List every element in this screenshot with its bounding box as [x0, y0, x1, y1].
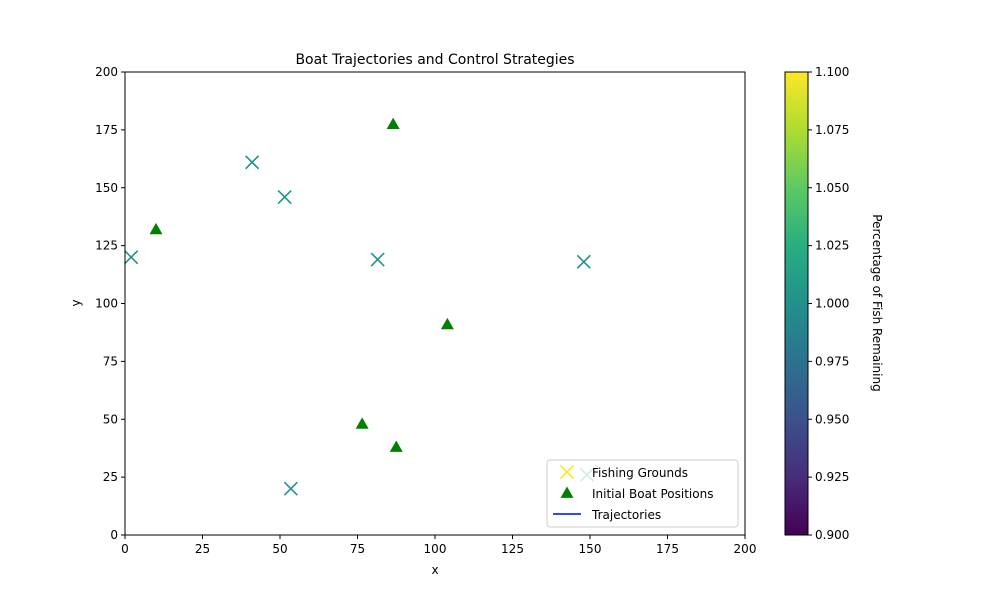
colorbar: 0.900 0.925 0.950 0.975 1.000 1.025 1.050 1.075… [784, 65, 884, 542]
legend-marker-triangle-icon [560, 486, 574, 498]
boat-position-point [149, 222, 163, 235]
legend-marker-x-icon [559, 464, 575, 480]
x-tick-label: 150 [579, 542, 602, 556]
fishing-ground-point [370, 252, 385, 267]
y-tick-label: 25 [103, 470, 118, 484]
fishing-ground-point [576, 254, 591, 269]
y-axis-label: y [69, 299, 83, 306]
colorbar-tick-label: 1.100 [815, 65, 849, 79]
y-tick-label: 100 [95, 297, 118, 311]
legend-entry-trajectories: Trajectories [553, 508, 661, 522]
legend-label-fishing-grounds: Fishing Grounds [592, 466, 688, 480]
legend-label-initial-boat-positions: Initial Boat Positions [592, 487, 713, 501]
legend: Fishing Grounds Initial Boat Positions T… [546, 459, 739, 528]
x-tick-label: 200 [734, 542, 757, 556]
y-tick-label: 125 [95, 239, 118, 253]
colorbar-ticks: 0.900 0.925 0.950 0.975 1.000 1.025 1.050 1.075… [808, 65, 849, 542]
fishing-ground-point [283, 481, 298, 496]
y-tick-label: 0 [110, 528, 118, 542]
colorbar-tick-label: 0.975 [815, 354, 849, 368]
legend-entry-fishing-grounds: Fishing Grounds [559, 464, 688, 480]
fishing-ground-point [124, 250, 139, 265]
fishing-ground-point [277, 189, 292, 205]
legend-x-shape [559, 464, 575, 480]
x-tick-label: 125 [501, 542, 524, 556]
y-axis-ticks: 0 25 50 75 100 125 150 175 200 [95, 65, 125, 542]
colorbar-tick-label: 0.900 [815, 528, 849, 542]
y-tick-label: 175 [95, 123, 118, 137]
plot-area [124, 117, 594, 496]
x-tick-label: 0 [121, 542, 129, 556]
colorbar-label: Percentage of Fish Remaining [870, 214, 884, 391]
colorbar-gradient [784, 71, 809, 536]
colorbar-tick-label: 1.050 [815, 181, 849, 195]
fishing-ground-point [245, 155, 260, 170]
chart-title: Boat Trajectories and Control Strategies [295, 52, 574, 68]
x-tick-label: 75 [350, 542, 365, 556]
legend-box [546, 459, 739, 528]
y-tick-label: 200 [95, 65, 118, 79]
colorbar-tick-label: 1.025 [815, 239, 849, 253]
x-tick-label: 175 [656, 542, 679, 556]
legend-triangle-shape [560, 486, 574, 498]
legend-entry-initial-boat-positions: Initial Boat Positions [560, 486, 713, 501]
boat-position-point [440, 317, 454, 330]
colorbar-tick-label: 0.950 [815, 412, 849, 426]
y-tick-label: 75 [103, 354, 118, 368]
x-axis-ticks: 0 25 50 75 100 125 150 175 200 [121, 535, 756, 556]
legend-label-trajectories: Trajectories [591, 508, 661, 522]
colorbar-tick-label: 0.925 [815, 470, 849, 484]
boat-position-point [386, 117, 400, 129]
x-tick-label: 100 [424, 542, 447, 556]
x-tick-label: 50 [272, 542, 287, 556]
x-tick-label: 25 [195, 542, 210, 556]
y-tick-label: 50 [103, 412, 118, 426]
x-axis-label: x [431, 563, 438, 577]
colorbar-tick-label: 1.000 [815, 297, 849, 311]
boat-position-point [355, 417, 369, 429]
boat-position-point [389, 440, 403, 452]
colorbar-tick-label: 1.075 [815, 123, 849, 137]
y-tick-label: 150 [95, 181, 118, 195]
